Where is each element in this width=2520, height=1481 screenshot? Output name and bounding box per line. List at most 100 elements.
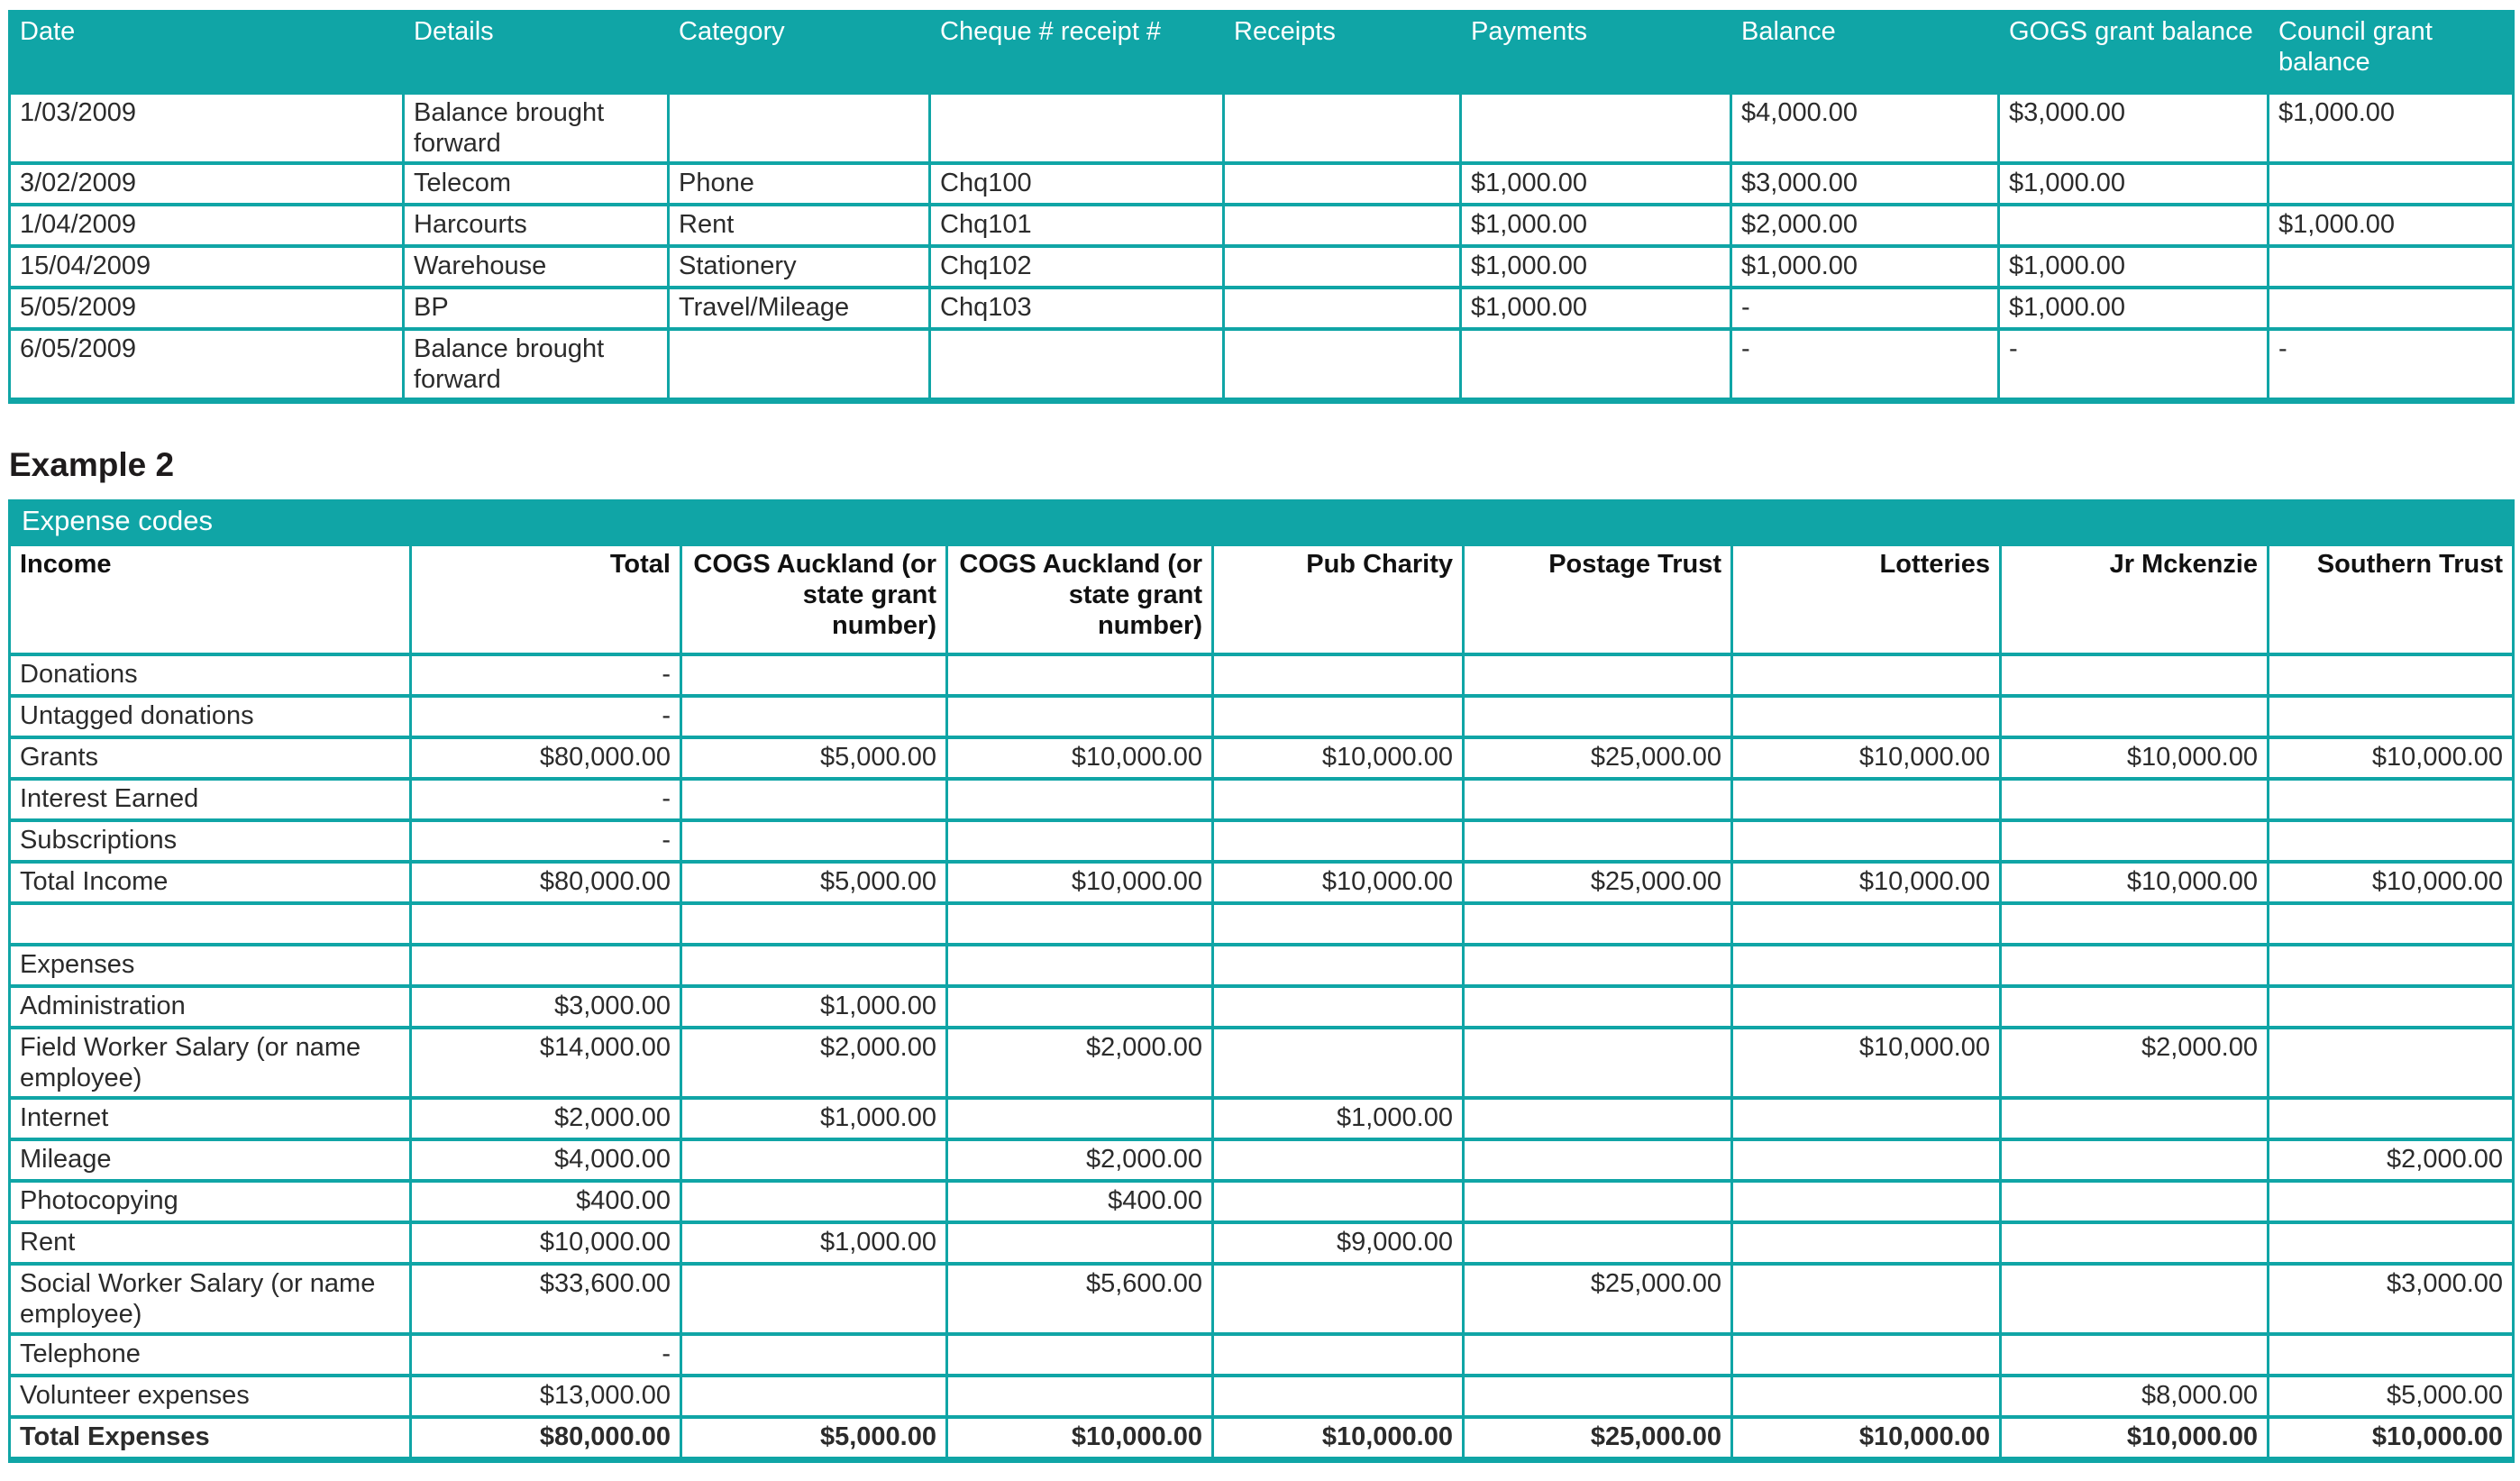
table-cell: Interest Earned <box>8 777 412 822</box>
table-cell: Phone <box>667 161 931 206</box>
table-cell <box>2266 1220 2515 1266</box>
table-cell: Chq100 <box>928 161 1225 206</box>
table-cell: Balance brought forward <box>402 91 670 165</box>
table-cell <box>1222 327 1462 403</box>
table-cell: Balance brought forward <box>402 327 670 403</box>
table-cell: $10,000.00 <box>1999 860 2269 905</box>
table-cell <box>680 694 948 739</box>
table-cell: Field Worker Salary (or name employee) <box>8 1026 412 1100</box>
table-cell: Subscriptions <box>8 818 412 864</box>
table-cell: $80,000.00 <box>409 860 682 905</box>
table-cell: Stationery <box>667 244 931 289</box>
col-header-details: Details <box>402 10 670 95</box>
table-cell: $10,000.00 <box>409 1220 682 1266</box>
col-header-pub-charity: Pub Charity <box>1211 543 1465 656</box>
table-cell <box>1999 653 2269 698</box>
table-cell: $2,000.00 <box>1730 203 2000 248</box>
table-cell <box>1211 943 1465 988</box>
table-cell: $80,000.00 <box>409 1415 682 1462</box>
table-cell: $1,000.00 <box>1997 161 2269 206</box>
table-cell <box>2266 1026 2515 1100</box>
table-cell: 1/03/2009 <box>8 91 405 165</box>
table-cell: - <box>1997 327 2269 403</box>
table-cell <box>945 1220 1214 1266</box>
table-cell <box>1999 777 2269 822</box>
table-cell <box>1730 1262 2002 1336</box>
table-row: Volunteer expenses $13,000.00 $8,000.00 $5,… <box>8 1374 2515 1419</box>
table-cell <box>2266 653 2515 698</box>
col-header-lotteries: Lotteries <box>1730 543 2002 656</box>
table-cell <box>1999 694 2269 739</box>
table-cell: $10,000.00 <box>2266 736 2515 781</box>
col-header-cheque-receipt: Cheque # receipt # <box>928 10 1225 95</box>
table-cell: - <box>409 777 682 822</box>
table-cell <box>945 653 1214 698</box>
table-cell <box>945 1374 1214 1419</box>
table-cell <box>409 901 682 946</box>
cashbook-table: Date Details Category Cheque # receipt #… <box>8 10 2515 404</box>
table-cell <box>680 653 948 698</box>
table-cell: $1,000.00 <box>1211 1096 1465 1141</box>
col-header-income: Income <box>8 543 412 656</box>
table-cell: $1,000.00 <box>1459 244 1732 289</box>
table-row: Social Worker Salary (or name employee) $… <box>8 1262 2515 1336</box>
table-cell <box>1999 943 2269 988</box>
table-cell <box>928 91 1225 165</box>
table-cell: Grants <box>8 736 412 781</box>
expense-body: Donations - Untagged donations - Grants $80,0… <box>8 653 2515 1462</box>
table-cell <box>1730 1332 2002 1377</box>
table-cell: $10,000.00 <box>1730 1415 2002 1462</box>
table-row <box>8 901 2515 946</box>
table-cell: $10,000.00 <box>1999 736 2269 781</box>
table-cell <box>1999 1220 2269 1266</box>
table-cell: $10,000.00 <box>945 736 1214 781</box>
table-cell: Mileage <box>8 1138 412 1183</box>
table-row: Rent $10,000.00 $1,000.00 $9,000.00 <box>8 1220 2515 1266</box>
table-cell <box>1211 818 1465 864</box>
table-row: Photocopying $400.00 $400.00 <box>8 1179 2515 1224</box>
table-cell: Telephone <box>8 1332 412 1377</box>
table-cell <box>1222 203 1462 248</box>
col-header-postage-trust: Postage Trust <box>1462 543 1733 656</box>
table-cell <box>1462 1332 1733 1377</box>
table-cell: $25,000.00 <box>1462 860 1733 905</box>
table-cell: $1,000.00 <box>1997 244 2269 289</box>
table-cell <box>680 943 948 988</box>
table-cell <box>1459 327 1732 403</box>
table-cell: $10,000.00 <box>2266 1415 2515 1462</box>
table-cell <box>1222 91 1462 165</box>
table-cell <box>1211 653 1465 698</box>
cashbook-header-row: Date Details Category Cheque # receipt #… <box>8 10 2515 95</box>
col-header-category: Category <box>667 10 931 95</box>
table-cell <box>1997 203 2269 248</box>
table-row: Total Income $80,000.00 $5,000.00 $10,000.0… <box>8 860 2515 905</box>
table-cell <box>1730 818 2002 864</box>
table-cell: $1,000.00 <box>1730 244 2000 289</box>
table-cell <box>1999 1262 2269 1336</box>
table-cell <box>1462 1096 1733 1141</box>
table-row: 6/05/2009 Balance brought forward - - - <box>8 327 2515 403</box>
table-row: Donations - <box>8 653 2515 698</box>
table-cell <box>1730 653 2002 698</box>
table-cell <box>667 91 931 165</box>
table-cell <box>1462 694 1733 739</box>
table-cell: $1,000.00 <box>1459 161 1732 206</box>
expense-codes-banner-row: Expense codes <box>7 499 2515 546</box>
table-cell <box>1222 286 1462 331</box>
table-cell <box>667 327 931 403</box>
table-cell: $80,000.00 <box>409 736 682 781</box>
table-cell: - <box>2267 327 2515 403</box>
table-row: 1/03/2009 Balance brought forward $4,000.0… <box>8 91 2515 165</box>
table-row: 1/04/2009 Harcourts Rent Chq101 $1,000.00 $2,… <box>8 203 2515 248</box>
table-cell: Administration <box>8 984 412 1029</box>
table-cell <box>680 1374 948 1419</box>
col-header-receipts: Receipts <box>1222 10 1462 95</box>
table-cell: Chq102 <box>928 244 1225 289</box>
table-cell <box>1211 1332 1465 1377</box>
table-cell: Volunteer expenses <box>8 1374 412 1419</box>
table-cell: $400.00 <box>945 1179 1214 1224</box>
table-cell <box>1730 984 2002 1029</box>
table-cell: Warehouse <box>402 244 670 289</box>
table-cell <box>1211 901 1465 946</box>
col-header-date: Date <box>8 10 405 95</box>
